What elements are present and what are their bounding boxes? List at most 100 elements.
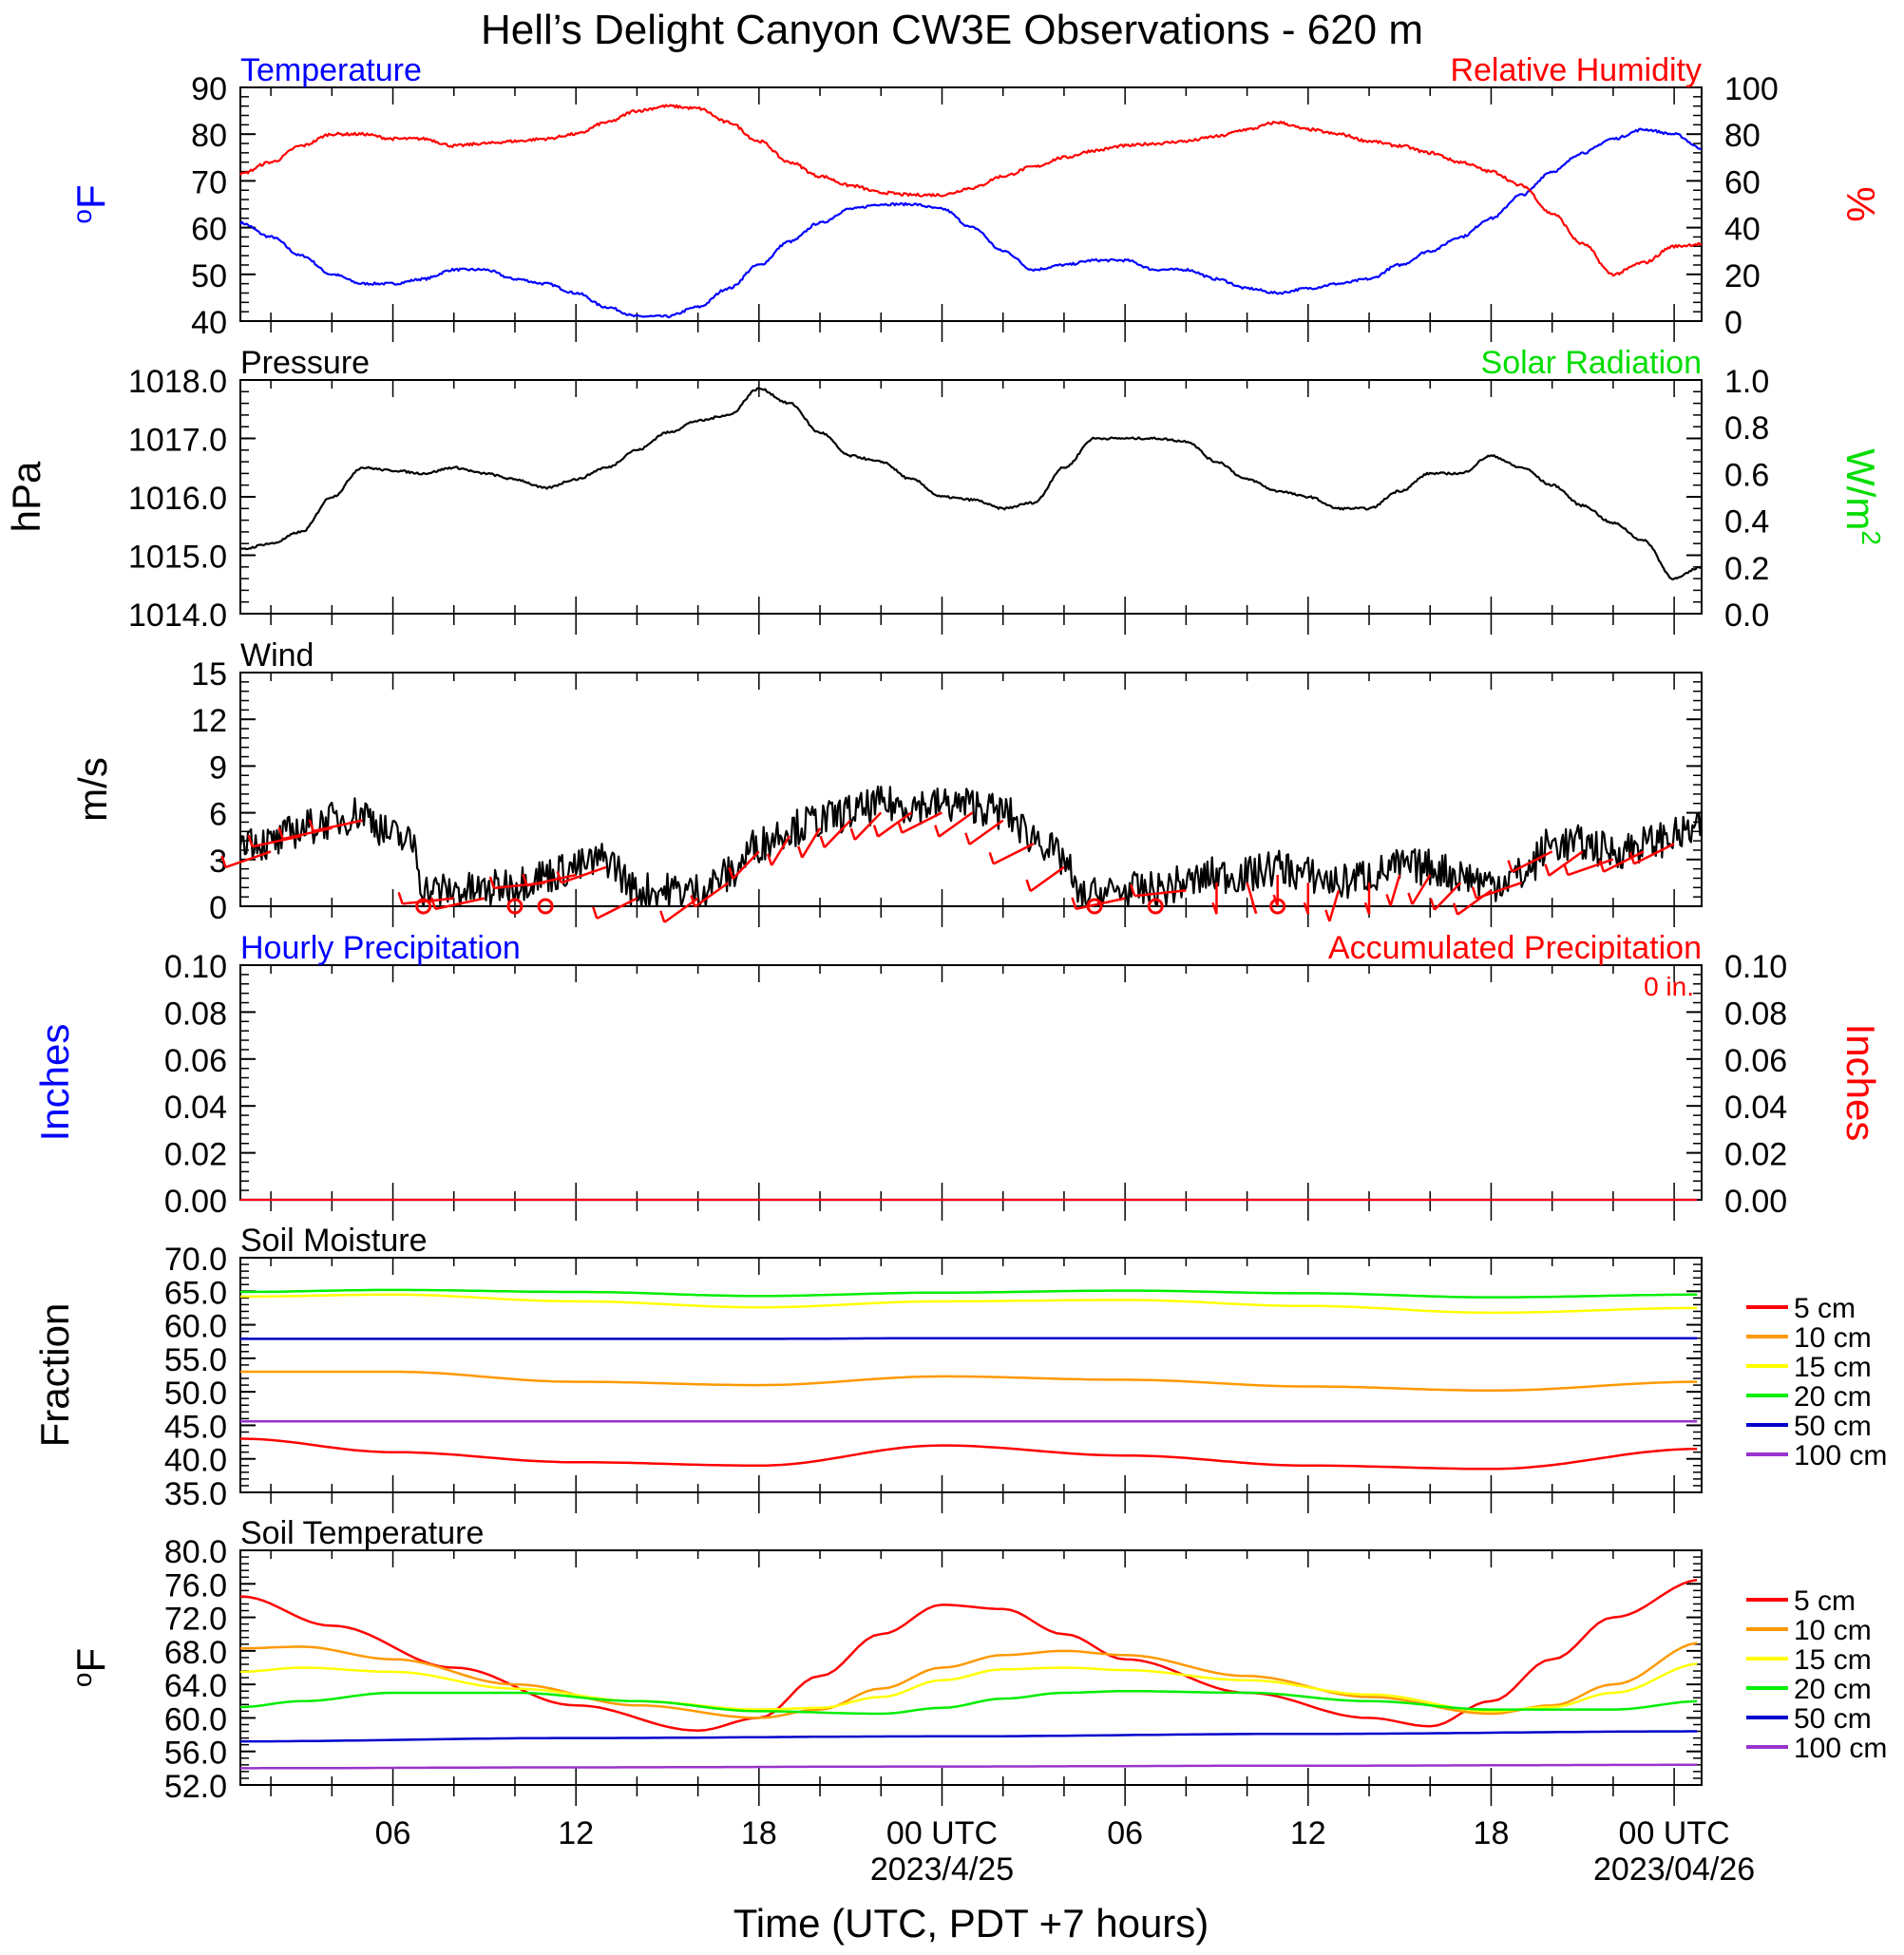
wind-barb-flag bbox=[522, 873, 528, 886]
plot-frame bbox=[239, 1257, 1703, 1493]
y-right-tick-label: 0.00 bbox=[1724, 1184, 1787, 1220]
wind-barb bbox=[308, 819, 363, 833]
unit-main: W/m bbox=[1838, 448, 1883, 530]
wind-barb bbox=[1407, 874, 1432, 905]
y-tick-label: 6 bbox=[209, 797, 227, 833]
plot-frame bbox=[239, 379, 1703, 615]
legend-label: 20 cm bbox=[1794, 1674, 1872, 1705]
y-tick-label: 80 bbox=[191, 118, 227, 154]
y-tick-label: 60 bbox=[191, 212, 227, 248]
wind-barb-flag bbox=[1598, 860, 1606, 873]
y-tick-label: 40.0 bbox=[164, 1443, 227, 1479]
wind-barb-flag bbox=[1211, 902, 1218, 915]
x-tick-label: 18 bbox=[741, 1815, 777, 1851]
y-tick-label: 0.06 bbox=[164, 1043, 227, 1079]
panel-pressure: 1014.0 1015.0 1016.0 1017.0 1018.0 0.0 0.2 0.4 0… bbox=[4, 345, 1886, 635]
left-axis-unit: oF bbox=[67, 184, 113, 223]
wind-barb bbox=[1025, 865, 1065, 893]
y-tick-label: 0.08 bbox=[164, 996, 227, 1032]
wind-barb-shaft bbox=[1411, 874, 1432, 905]
y-tick-label: 90 bbox=[191, 71, 227, 107]
y-right-tick-label: 0 bbox=[1724, 305, 1742, 341]
wind-barb-shaft bbox=[993, 843, 1035, 865]
y-tick-label: 0.10 bbox=[164, 949, 227, 985]
y-tick-label: 64.0 bbox=[164, 1668, 227, 1704]
wind-barb-shaft bbox=[901, 811, 943, 834]
series-line-wind-speed bbox=[238, 785, 1704, 908]
wind-barb-flag bbox=[1471, 886, 1478, 900]
wind-barb-flag bbox=[1628, 852, 1636, 864]
wind-barb-shaft bbox=[732, 850, 760, 880]
y-right-tick-label: 0.08 bbox=[1724, 996, 1787, 1032]
wind-barb bbox=[964, 819, 1004, 845]
y-tick-label: 0.02 bbox=[164, 1137, 227, 1173]
series-line-5-cm bbox=[239, 1437, 1698, 1471]
wind-barb bbox=[1429, 882, 1462, 911]
panel-left-title: Soil Moisture bbox=[240, 1223, 428, 1259]
wind-barb-shaft bbox=[877, 811, 913, 838]
panel-wind: 0 3 6 9 12 15 Wind m/s bbox=[70, 637, 1704, 927]
wind-barb-flag bbox=[397, 891, 404, 904]
legend-label: 5 cm bbox=[1794, 1585, 1856, 1617]
wind-barb-shaft bbox=[1134, 889, 1187, 898]
plot-frame bbox=[239, 964, 1703, 1201]
wind-barb bbox=[1628, 843, 1675, 865]
wind-barb-flag bbox=[556, 870, 562, 883]
wind-barb-shaft bbox=[1389, 874, 1401, 906]
plot-frame bbox=[239, 86, 1703, 322]
wind-barb-flag bbox=[1385, 894, 1392, 906]
y-tick-label: 1015.0 bbox=[128, 540, 227, 576]
wind-barb-flag bbox=[1250, 902, 1258, 915]
series-line-relative-humidity bbox=[239, 104, 1703, 277]
unit-main: F bbox=[68, 184, 113, 209]
series-line-50-cm bbox=[240, 1337, 1698, 1340]
x-tick-label: 00 UTC bbox=[1619, 1815, 1730, 1851]
wind-barb-flag bbox=[1303, 902, 1309, 915]
wind-barb-shaft bbox=[694, 882, 730, 908]
calm-wind-circle bbox=[537, 898, 554, 915]
y-tick-label: 1014.0 bbox=[128, 598, 227, 634]
panel-soil_moisture: 35.040.045.050.055.060.065.070.0 Soil Moi… bbox=[32, 1223, 1887, 1513]
wind-barb bbox=[872, 811, 913, 838]
wind-barb-shaft bbox=[1328, 890, 1341, 922]
unit-degree: o bbox=[67, 1673, 97, 1688]
y-tick-label: 15 bbox=[191, 656, 227, 693]
wind-barb bbox=[1507, 850, 1553, 873]
y-tick-label: 80.0 bbox=[164, 1534, 227, 1570]
wind-barb-flag bbox=[728, 866, 734, 880]
legend-label: 100 cm bbox=[1794, 1440, 1887, 1471]
y-right-tick-label: 0.04 bbox=[1724, 1090, 1787, 1126]
wind-barb-shaft bbox=[1476, 882, 1522, 900]
legend-label: 10 cm bbox=[1794, 1615, 1872, 1646]
x-date-label: 2023/4/25 bbox=[870, 1851, 1014, 1888]
panel-left-title: Soil Temperature bbox=[240, 1515, 484, 1551]
right-axis-unit: % bbox=[1838, 186, 1883, 221]
legend-label: 15 cm bbox=[1794, 1352, 1872, 1383]
left-axis-unit: m/s bbox=[70, 757, 115, 822]
wind-barb-flag bbox=[1025, 879, 1032, 892]
calm-wind-circle bbox=[1086, 898, 1103, 915]
y-right-tick-label: 0.2 bbox=[1724, 551, 1769, 587]
wind-barb bbox=[1303, 883, 1310, 915]
wind-barb bbox=[522, 873, 577, 887]
left-axis-unit: hPa bbox=[4, 461, 48, 532]
x-tick-label: 12 bbox=[558, 1815, 594, 1851]
wind-barb-shaft bbox=[853, 811, 883, 841]
calm-wind-circle bbox=[415, 898, 432, 915]
unit-main: F bbox=[68, 1648, 113, 1673]
y-tick-label: 50.0 bbox=[164, 1376, 227, 1412]
wind-barb-shaft bbox=[938, 811, 974, 838]
wind-barb bbox=[429, 897, 486, 911]
wind-barb bbox=[1211, 883, 1218, 915]
unit-superscript: 2 bbox=[1856, 530, 1886, 545]
wind-barb bbox=[1363, 883, 1371, 915]
y-right-tick-label: 40 bbox=[1724, 212, 1761, 248]
legend-label: 5 cm bbox=[1794, 1293, 1856, 1324]
legend-label: 15 cm bbox=[1794, 1644, 1872, 1676]
wind-barb-flag bbox=[988, 852, 995, 864]
panel-left-title: Pressure bbox=[240, 345, 370, 381]
y-tick-label: 72.0 bbox=[164, 1602, 227, 1638]
wind-barb-flag bbox=[1071, 897, 1077, 910]
panel-left-title: Temperature bbox=[240, 52, 422, 88]
